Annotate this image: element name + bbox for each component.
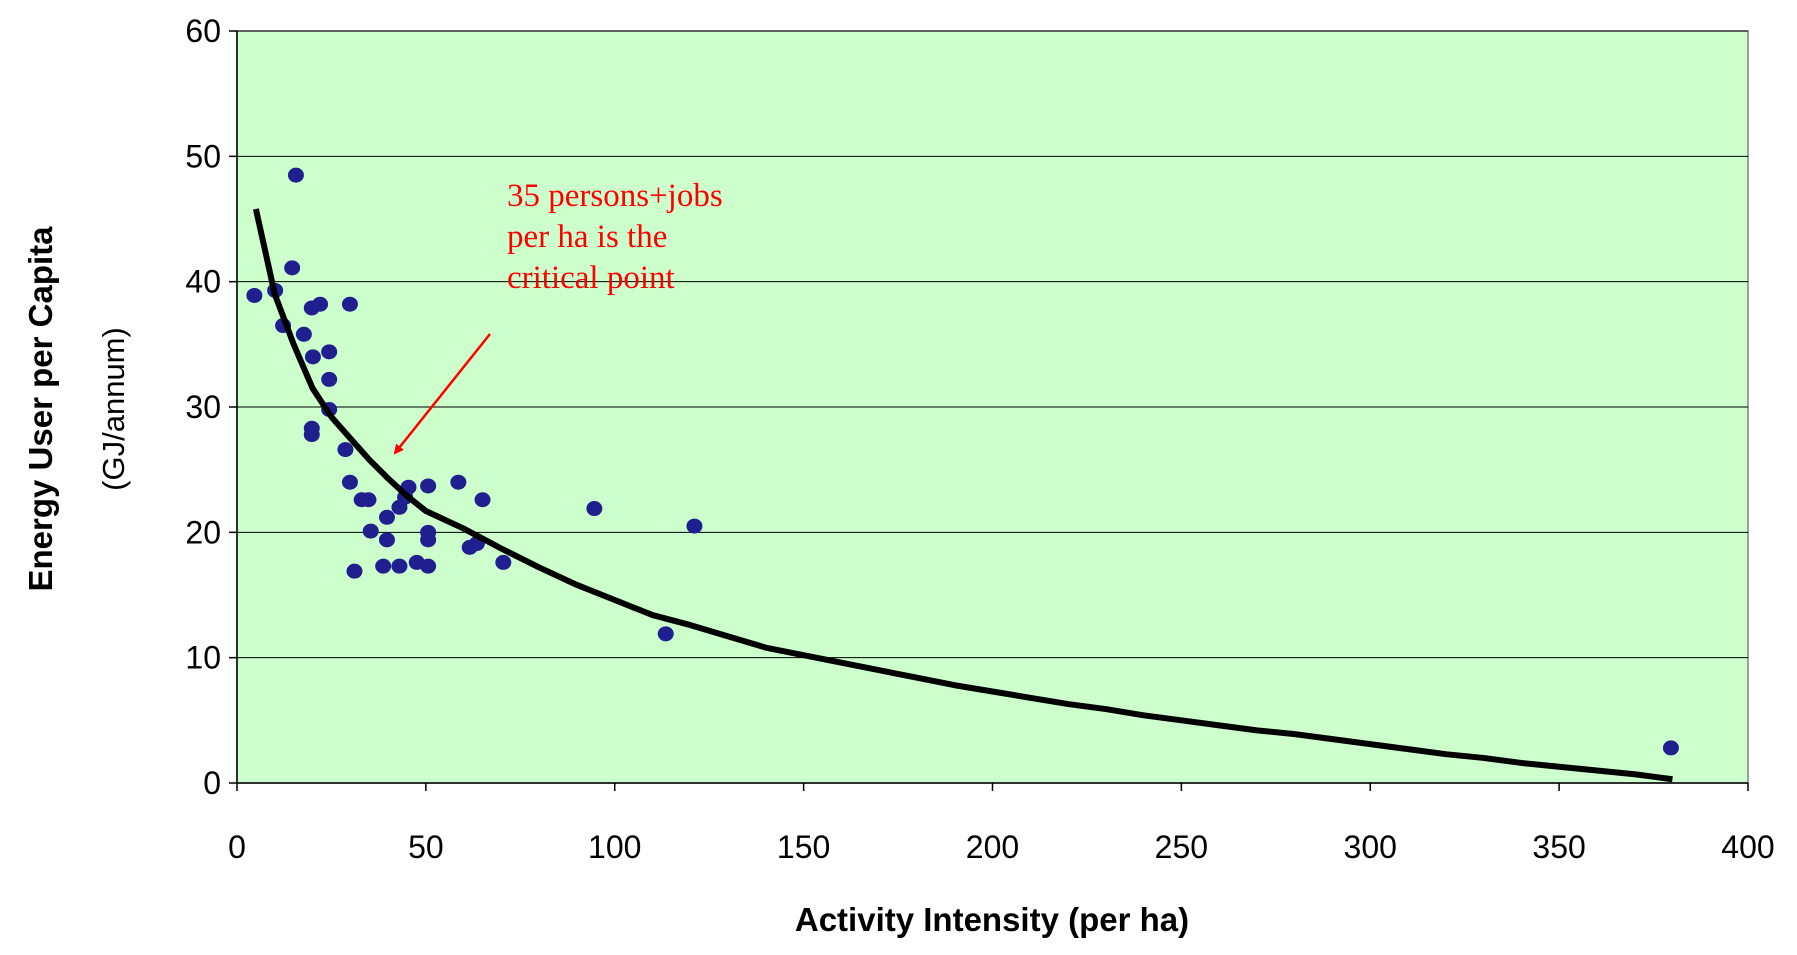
point <box>304 349 321 365</box>
y-tick-label: 50 <box>185 138 221 174</box>
point <box>420 532 437 548</box>
point <box>341 474 358 490</box>
point <box>686 518 703 534</box>
x-tick-label: 350 <box>1532 829 1585 865</box>
y-tick-label: 10 <box>185 640 221 676</box>
point <box>474 492 491 508</box>
y-tick-label: 30 <box>185 389 221 425</box>
point <box>295 326 312 342</box>
point <box>420 558 437 574</box>
y-axis-unit: (GJ/annum) <box>96 327 131 491</box>
point <box>341 296 358 312</box>
point <box>312 296 329 312</box>
annotation: per ha is the <box>507 219 667 255</box>
point <box>287 167 304 183</box>
x-axis-label: Activity Intensity (per ha) <box>795 901 1189 938</box>
point <box>1662 740 1679 756</box>
x-tick-label: 50 <box>408 829 444 865</box>
point <box>321 371 338 387</box>
x-tick-label: 250 <box>1155 829 1208 865</box>
x-tick-label: 300 <box>1344 829 1397 865</box>
point <box>362 523 379 539</box>
point <box>337 442 354 458</box>
point <box>284 260 301 276</box>
y-axis-label: Energy User per Capita <box>22 226 59 592</box>
point <box>375 558 392 574</box>
x-tick-label: 400 <box>1721 829 1774 865</box>
y-tick-label: 40 <box>185 264 221 300</box>
y-tick-label: 60 <box>185 13 221 49</box>
point <box>303 427 320 443</box>
point <box>450 474 467 490</box>
annotation: 35 persons+jobs <box>507 178 723 214</box>
point <box>346 563 363 579</box>
x-tick-label: 200 <box>966 829 1019 865</box>
x-tick-label: 150 <box>777 829 830 865</box>
point <box>495 554 512 570</box>
annotation-arrow <box>393 333 491 455</box>
point <box>657 626 674 642</box>
point <box>378 532 395 548</box>
point <box>420 478 437 494</box>
y-tick-label: 20 <box>185 514 221 550</box>
annotation: critical point <box>507 260 675 296</box>
x-tick-label: 100 <box>588 829 641 865</box>
y-tick-label: 0 <box>203 765 221 801</box>
x-tick-label: 0 <box>228 829 246 865</box>
point <box>246 287 263 303</box>
point <box>378 509 395 525</box>
point <box>391 558 408 574</box>
point <box>321 344 338 360</box>
point <box>586 501 603 517</box>
trend-line <box>252 208 1673 783</box>
point <box>360 492 377 508</box>
